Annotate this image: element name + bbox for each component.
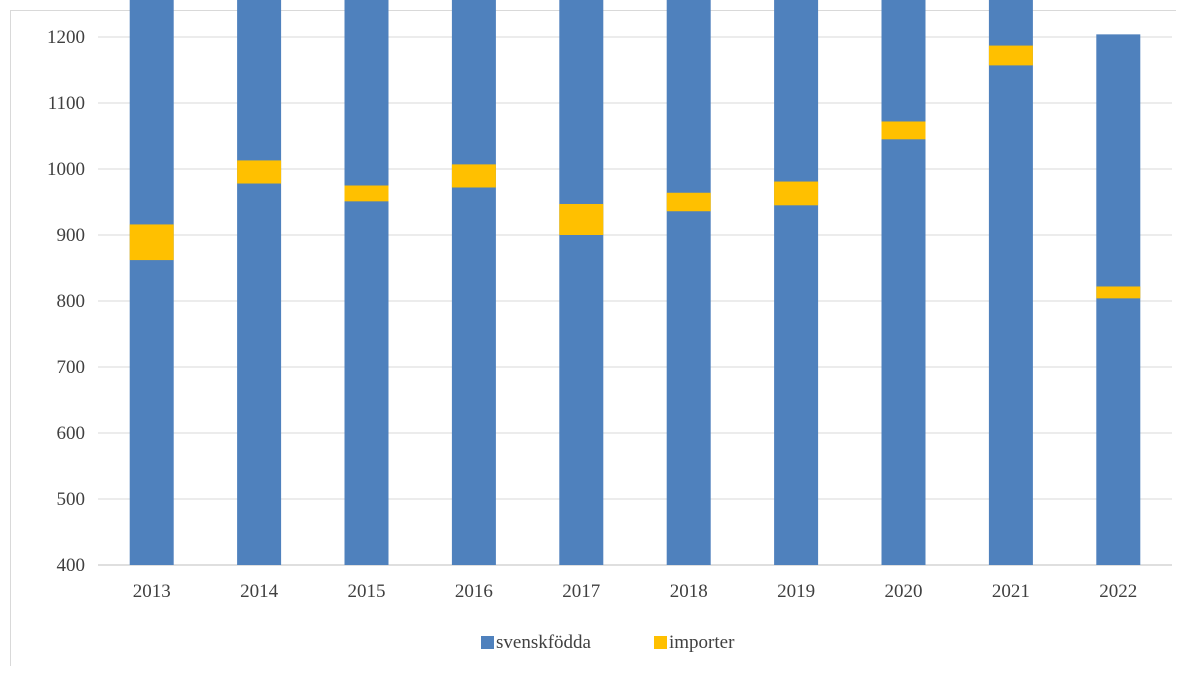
bar-importer-2019 (774, 181, 819, 206)
x-tick-label: 2018 (670, 581, 708, 602)
bar-importer-2015 (344, 185, 389, 202)
x-tick-label: 2013 (133, 581, 171, 602)
bar-importer-2021 (988, 45, 1033, 66)
y-tick-label: 700 (57, 357, 86, 378)
bars (129, 0, 1141, 566)
x-tick-label: 2022 (1099, 581, 1137, 602)
bar-importer-2017 (559, 203, 604, 235)
legend: svenskfödda importer (481, 632, 735, 653)
bar-svenskfodda-2021 (988, 0, 1033, 565)
y-tick-label: 500 (57, 489, 86, 510)
bar-importer-2020 (881, 121, 926, 140)
legend-swatch-importer (654, 636, 667, 649)
bar-importer-2022 (1096, 286, 1141, 299)
x-tick-label: 2017 (562, 581, 600, 602)
x-tick-label: 2019 (777, 581, 815, 602)
bar-svenskfodda-2015 (344, 0, 389, 565)
x-tick-label: 2014 (240, 581, 279, 602)
bar-svenskfodda-2013 (129, 0, 174, 565)
y-axis-ticks: 400 500 600 700 800 900 1000 1100 1200 (47, 27, 85, 576)
bar-svenskfodda-2019 (774, 0, 819, 566)
y-tick-label: 1000 (47, 159, 85, 180)
bar-svenskfodda-2014 (237, 0, 282, 565)
y-tick-label: 1100 (48, 93, 85, 114)
bar-importer-2018 (666, 192, 711, 212)
legend-label-importer: importer (669, 632, 735, 653)
legend-label-svenskfodda: svenskfödda (496, 632, 592, 653)
bar-svenskfodda-2016 (451, 0, 496, 566)
y-tick-label: 600 (57, 423, 86, 444)
bar-importer-2013 (129, 224, 174, 261)
x-tick-label: 2021 (992, 581, 1030, 602)
bar-importer-2016 (451, 164, 496, 188)
bar-importer-2014 (237, 160, 282, 184)
bar-svenskfodda-2020 (881, 0, 926, 566)
y-tick-label: 900 (57, 225, 86, 246)
bar-svenskfodda-2017 (559, 0, 604, 565)
x-tick-label: 2015 (348, 581, 386, 602)
bar-svenskfodda-2022 (1096, 34, 1141, 566)
legend-swatch-svenskfodda (481, 636, 494, 649)
y-tick-label: 800 (57, 291, 86, 312)
bar-svenskfodda-2018 (666, 0, 711, 566)
x-tick-label: 2016 (455, 581, 493, 602)
y-tick-label: 1200 (47, 27, 85, 48)
y-tick-label: 400 (57, 555, 86, 576)
x-tick-label: 2020 (885, 581, 923, 602)
x-axis-ticks: 2013 2014 2015 2016 2017 2018 2019 2020 2021 2022 (133, 581, 1138, 602)
